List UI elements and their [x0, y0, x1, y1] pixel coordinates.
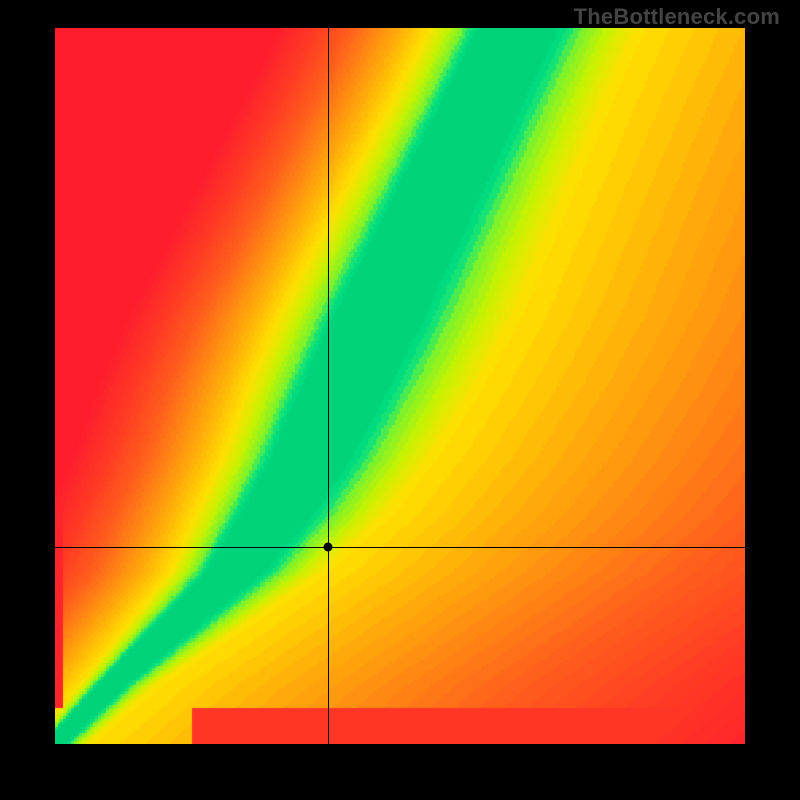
heatmap-plot-area [55, 28, 745, 744]
crosshair-marker [324, 543, 333, 552]
crosshair-horizontal [55, 547, 745, 548]
watermark-text: TheBottleneck.com [574, 4, 780, 30]
chart-container: TheBottleneck.com [0, 0, 800, 800]
heatmap-canvas [55, 28, 745, 744]
crosshair-vertical [328, 28, 329, 744]
